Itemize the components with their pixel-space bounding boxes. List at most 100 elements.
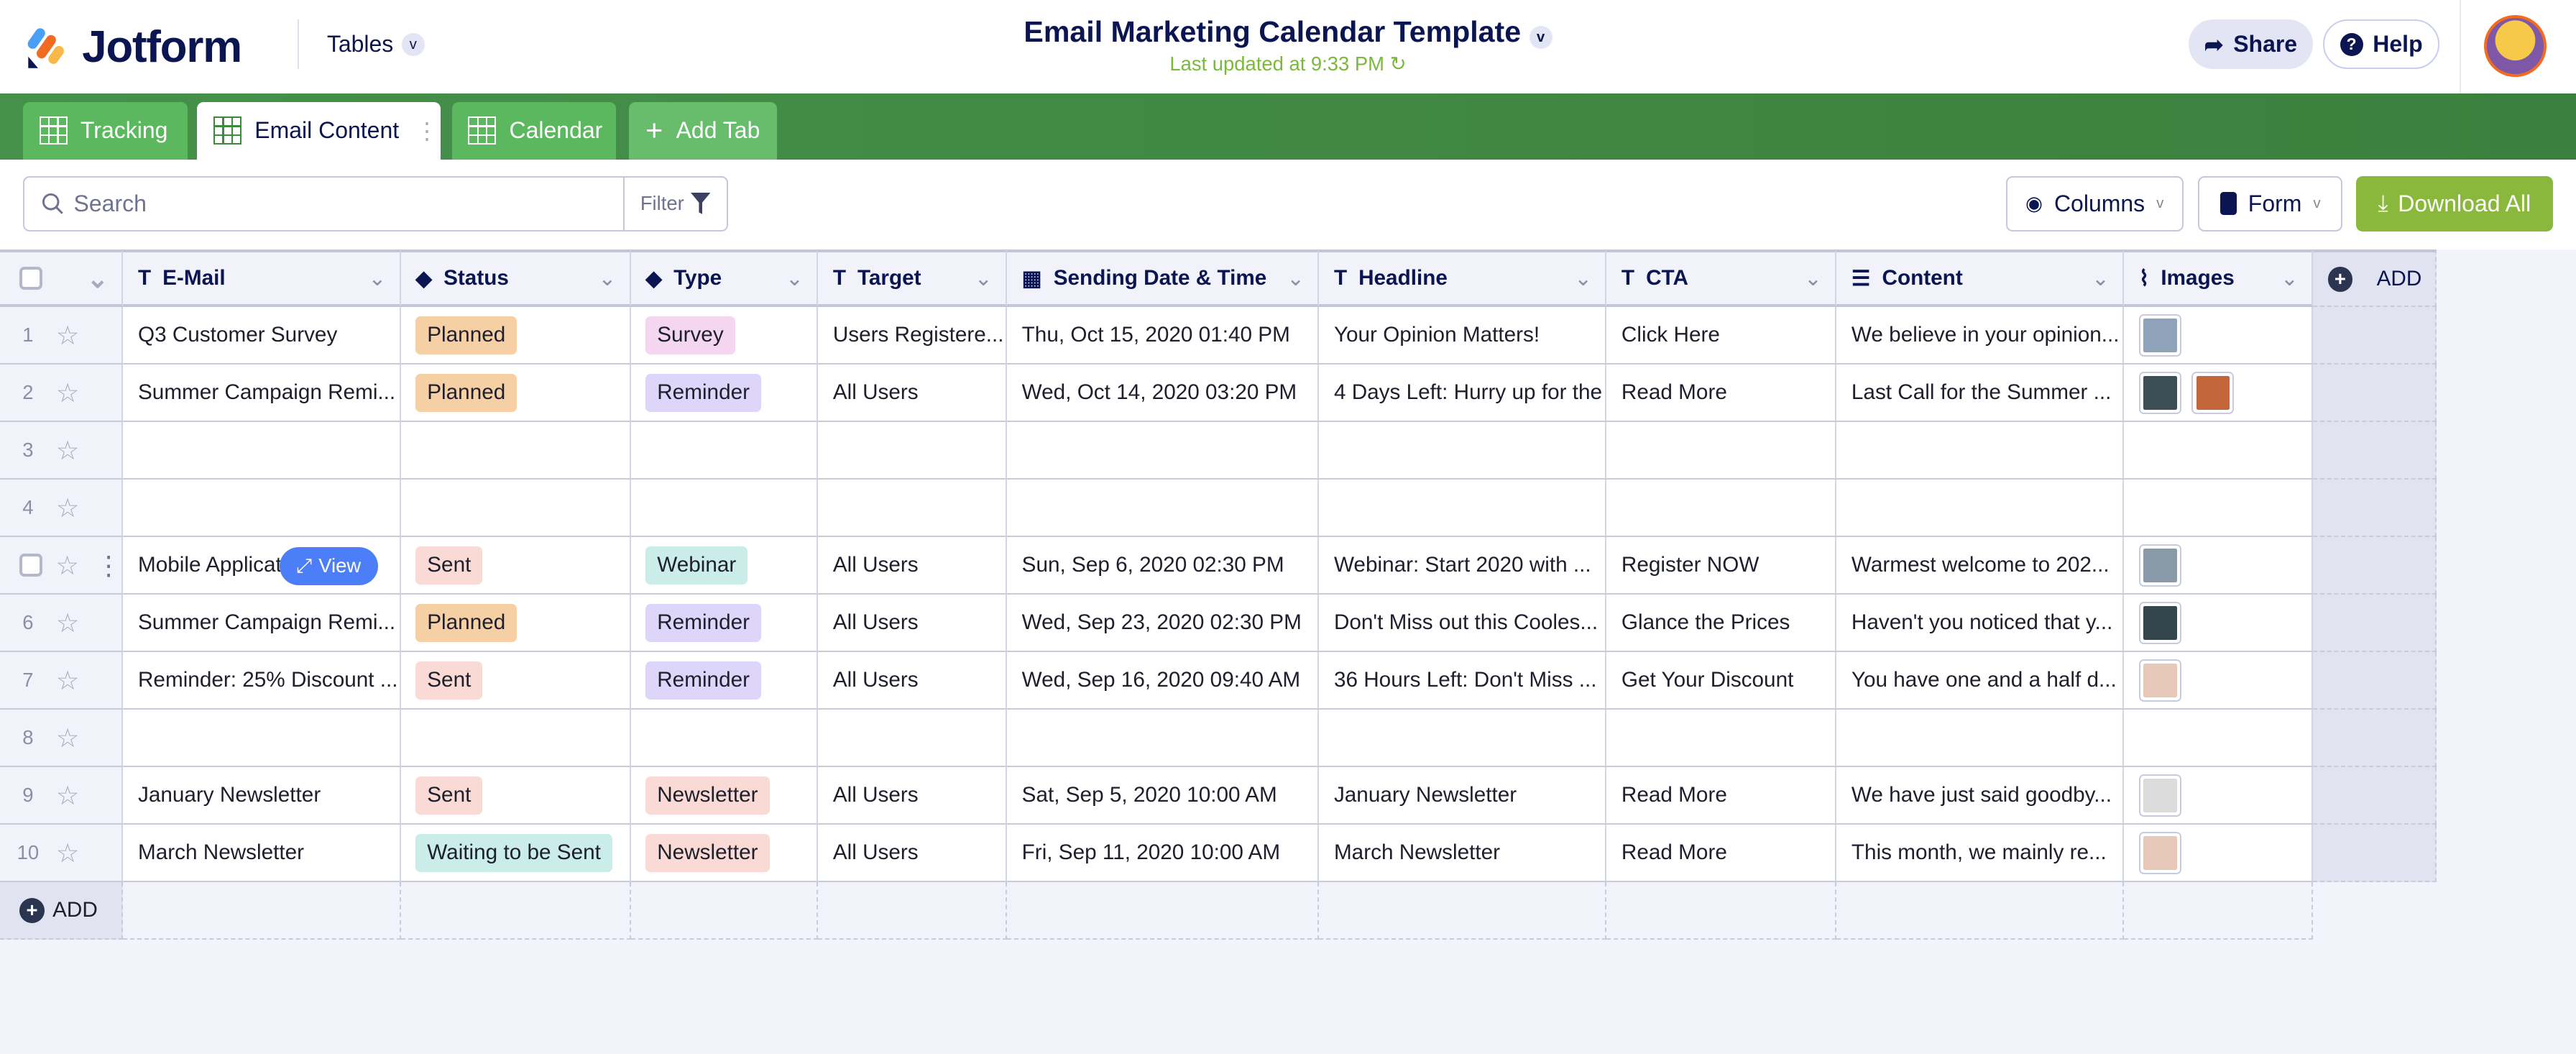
cell-content[interactable] (1836, 710, 2125, 768)
cell-email[interactable]: Summer Campaign Remi... (123, 365, 401, 423)
cell-content[interactable]: Haven't you noticed that y... (1836, 595, 2125, 653)
columns-button[interactable]: ◉ Columns v (2005, 175, 2184, 232)
cell-images[interactable] (2124, 710, 2314, 768)
cell-status[interactable]: Planned (400, 307, 631, 365)
star-icon[interactable]: ☆ (55, 665, 80, 695)
table-row[interactable]: 7 ☆ Reminder: 25% Discount ... Sent Reminder… (0, 652, 2437, 710)
cell-images[interactable] (2124, 537, 2314, 595)
cell-content[interactable]: We believe in your opinion... (1836, 307, 2125, 365)
tab-calendar[interactable]: Calendar (451, 101, 617, 160)
chevron-down-icon[interactable]: ⌄ (2281, 266, 2299, 290)
cell-headline[interactable]: 4 Days Left: Hurry up for the (1319, 365, 1607, 423)
cell-type[interactable]: Reminder (630, 652, 819, 710)
cell-content[interactable]: Last Call for the Summer ... (1836, 365, 2125, 423)
cell-cta[interactable]: Read More (1606, 365, 1837, 423)
column-header-cta[interactable]: T CTA ⌄ (1606, 249, 1837, 308)
cell-target[interactable] (818, 480, 1008, 538)
cell-type[interactable]: Newsletter (630, 767, 819, 825)
cell-email[interactable] (123, 422, 401, 480)
cell-status[interactable]: Waiting to be Sent (400, 825, 631, 883)
add-tab-button[interactable]: + Add Tab (629, 101, 778, 160)
cell-content[interactable] (1836, 422, 2125, 480)
cell-type[interactable]: Webinar (630, 537, 819, 595)
image-thumbnail[interactable] (2138, 601, 2182, 645)
cell-status[interactable] (400, 480, 631, 538)
more-options-icon[interactable]: ⋮ (95, 550, 122, 580)
cell-content[interactable] (1836, 480, 2125, 538)
cell-target[interactable]: All Users (818, 652, 1008, 710)
image-thumbnail[interactable] (2138, 313, 2182, 357)
cell-content[interactable]: You have one and a half d... (1836, 652, 2125, 710)
cell-images[interactable] (2124, 422, 2314, 480)
column-header-target[interactable]: T Target ⌄ (818, 249, 1008, 308)
star-icon[interactable]: ☆ (55, 550, 80, 580)
cell-target[interactable]: All Users (818, 537, 1008, 595)
star-icon[interactable]: ☆ (55, 838, 80, 868)
cell-content[interactable]: Warmest welcome to 202... (1836, 537, 2125, 595)
cell-headline[interactable] (1319, 710, 1607, 768)
cell-status[interactable]: Sent (400, 767, 631, 825)
cell-date[interactable] (1007, 710, 1320, 768)
table-row[interactable]: 9 ☆ January Newsletter Sent Newsletter All Us… (0, 767, 2437, 825)
tab-tracking[interactable]: Tracking (22, 101, 188, 160)
column-header-images[interactable]: ⌇ Images ⌄ (2124, 249, 2314, 308)
chevron-down-icon[interactable]: ⌄ (86, 263, 109, 293)
cell-email[interactable]: Summer Campaign Remi... (123, 595, 401, 653)
cell-target[interactable] (818, 422, 1008, 480)
cell-email[interactable]: January Newsletter (123, 767, 401, 825)
cell-target[interactable]: Users Registere... (818, 307, 1008, 365)
cell-status[interactable]: Sent (400, 652, 631, 710)
table-row[interactable]: 2 ☆ Summer Campaign Remi... Planned Reminder… (0, 365, 2437, 423)
row-checkbox[interactable] (19, 554, 42, 577)
table-row[interactable]: 1 ☆ Q3 Customer Survey Planned Survey Users R… (0, 307, 2437, 365)
avatar[interactable] (2483, 14, 2547, 78)
cell-type[interactable]: Reminder (630, 365, 819, 423)
jotform-logo[interactable]: Jotform (27, 22, 242, 73)
cell-date[interactable] (1007, 480, 1320, 538)
chevron-down-icon[interactable]: ⌄ (1804, 266, 1823, 290)
cell-headline[interactable]: January Newsletter (1319, 767, 1607, 825)
star-icon[interactable]: ☆ (55, 320, 80, 350)
chevron-down-icon[interactable]: ⌄ (786, 266, 804, 290)
star-icon[interactable]: ☆ (55, 435, 80, 465)
product-switcher[interactable]: Tables v (327, 31, 425, 58)
image-thumbnail[interactable] (2138, 774, 2182, 817)
cell-type[interactable] (630, 710, 819, 768)
cell-status[interactable] (400, 422, 631, 480)
form-button[interactable]: Form v (2198, 175, 2343, 232)
cell-type[interactable]: Survey (630, 307, 819, 365)
cell-headline[interactable]: Your Opinion Matters! (1319, 307, 1607, 365)
cell-cta[interactable]: Click Here (1606, 307, 1837, 365)
cell-date[interactable]: Wed, Oct 14, 2020 03:20 PM (1007, 365, 1320, 423)
cell-target[interactable] (818, 710, 1008, 768)
table-row[interactable]: 6 ☆ Summer Campaign Remi... Planned Reminder… (0, 595, 2437, 653)
cell-status[interactable] (400, 710, 631, 768)
table-row[interactable]: 4 ☆ (0, 480, 2437, 538)
chevron-down-icon[interactable]: ⌄ (974, 266, 993, 290)
view-row-button[interactable]: ⤢ View (279, 547, 378, 585)
cell-date[interactable]: Sun, Sep 6, 2020 02:30 PM (1007, 537, 1320, 595)
star-icon[interactable]: ☆ (55, 377, 80, 408)
add-column-button[interactable]: + ADD (2313, 249, 2437, 308)
chevron-down-icon[interactable]: v (1529, 25, 1552, 49)
star-icon[interactable]: ☆ (55, 780, 80, 810)
filter-button[interactable]: Filter (622, 177, 727, 230)
cell-email[interactable]: March Newsletter (123, 825, 401, 883)
page-title[interactable]: Email Marketing Calendar Template v (0, 15, 2576, 49)
image-thumbnail[interactable] (2138, 544, 2182, 587)
cell-target[interactable]: All Users (818, 365, 1008, 423)
cell-target[interactable]: All Users (818, 825, 1008, 883)
cell-email[interactable] (123, 480, 401, 538)
cell-cta[interactable] (1606, 710, 1837, 768)
cell-status[interactable]: Planned (400, 595, 631, 653)
select-all-checkbox[interactable] (19, 267, 43, 290)
cell-content[interactable]: This month, we mainly re... (1836, 825, 2125, 883)
cell-date[interactable]: Thu, Oct 15, 2020 01:40 PM (1007, 307, 1320, 365)
search-input[interactable]: Search Filter (22, 175, 728, 232)
chevron-down-icon[interactable]: ⌄ (2092, 266, 2110, 290)
cell-cta[interactable]: Read More (1606, 825, 1837, 883)
cell-cta[interactable] (1606, 422, 1837, 480)
cell-headline[interactable]: 36 Hours Left: Don't Miss ... (1319, 652, 1607, 710)
chevron-down-icon[interactable]: ⌄ (598, 266, 617, 290)
table-row[interactable]: 8 ☆ (0, 710, 2437, 768)
